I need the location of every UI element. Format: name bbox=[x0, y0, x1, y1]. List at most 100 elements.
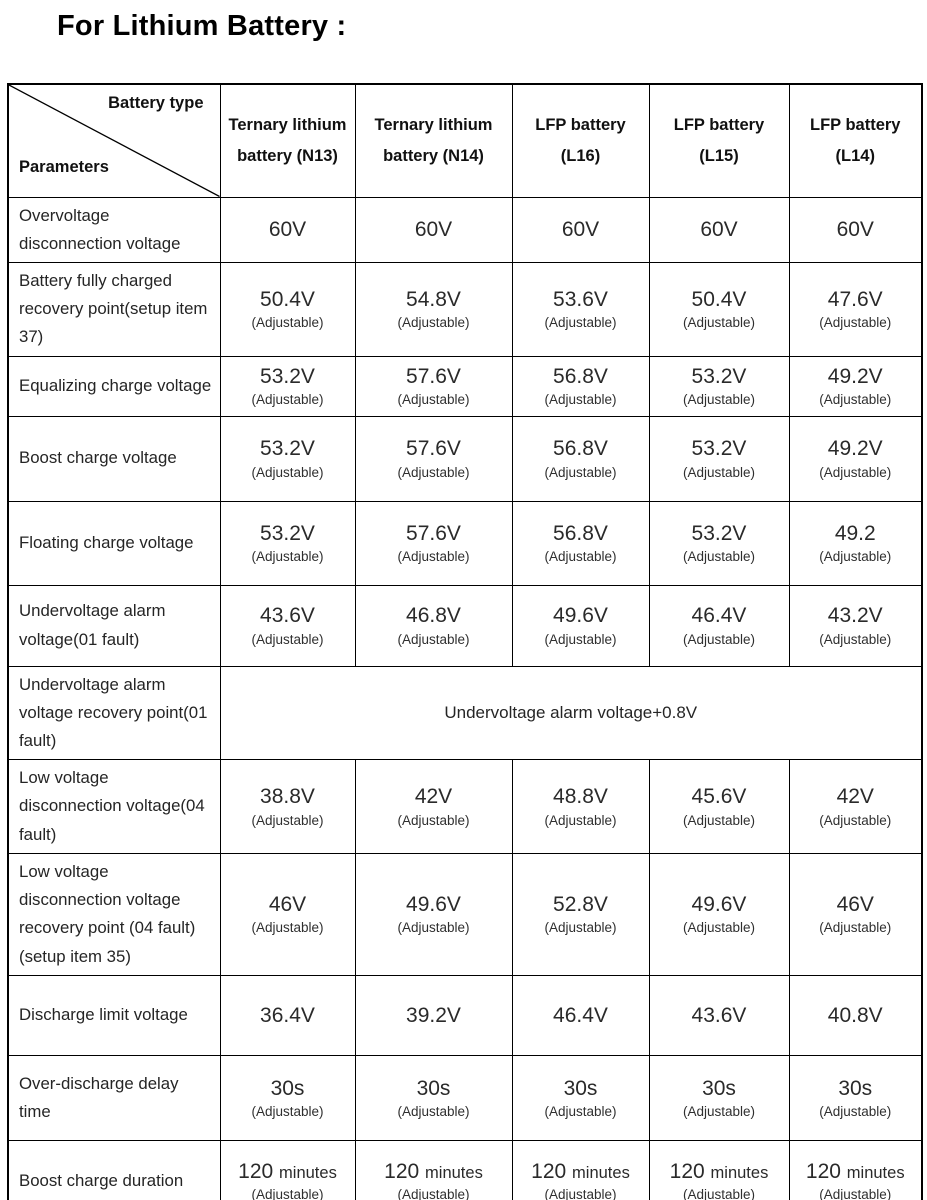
value-cell: 52.8V (Adjustable) bbox=[511, 852, 650, 976]
value-line: 53.2V bbox=[225, 520, 351, 547]
value-text: 43.6V bbox=[691, 1003, 747, 1027]
table-row: Over-discharge delay time 30s (Adjustable)… bbox=[7, 1054, 923, 1141]
corner-header-cell: Battery type Parameters bbox=[7, 83, 221, 198]
value-cell: 46.4V bbox=[511, 974, 650, 1056]
value-cell: 43.2V (Adjustable) bbox=[788, 584, 923, 667]
adjustable-note: (Adjustable) bbox=[397, 1103, 470, 1119]
value-line: 49.6V bbox=[517, 602, 645, 629]
adjustable-note: (Adjustable) bbox=[251, 464, 324, 480]
value-text: 49.6V bbox=[553, 604, 608, 628]
value-text: 30s bbox=[702, 1076, 736, 1100]
table-row: Boost charge voltage 53.2V (Adjustable) 57.… bbox=[7, 415, 923, 502]
value-line: 60V bbox=[360, 216, 508, 243]
value-cell: 120 minutes (Adjustable) bbox=[788, 1139, 923, 1200]
battery-parameters-table: Battery type Parameters Ternary lithium … bbox=[7, 83, 923, 1200]
value-cell: 46V (Adjustable) bbox=[788, 852, 923, 976]
value-cell: 60V bbox=[354, 196, 513, 263]
parameter-name-cell: Boost charge voltage bbox=[7, 415, 221, 502]
adjustable-note: (Adjustable) bbox=[819, 464, 892, 480]
adjustable-note: (Adjustable) bbox=[251, 392, 324, 408]
page: For Lithium Battery : Battery type Param… bbox=[0, 10, 927, 1200]
value-cell: 53.6V (Adjustable) bbox=[511, 261, 650, 357]
value-cell: 120 minutes (Adjustable) bbox=[511, 1139, 650, 1200]
adjustable-note: (Adjustable) bbox=[544, 392, 617, 408]
parameter-name-cell: Battery fully charged recovery point(set… bbox=[7, 261, 221, 357]
adjustable-note: (Adjustable) bbox=[682, 392, 756, 408]
value-text: 56.8V bbox=[553, 364, 608, 388]
value-line: 47.6V bbox=[794, 286, 918, 313]
value-text: 46.4V bbox=[553, 1003, 608, 1027]
value-line: 60V bbox=[517, 216, 645, 243]
value-line: 46.4V bbox=[517, 1002, 645, 1029]
adjustable-note: (Adjustable) bbox=[251, 920, 324, 936]
value-text: 120 bbox=[805, 1159, 841, 1183]
value-line: 53.2V bbox=[654, 435, 785, 462]
adjustable-note: (Adjustable) bbox=[251, 1187, 324, 1200]
value-line: 120 minutes bbox=[794, 1158, 918, 1185]
value-line: 60V bbox=[225, 216, 351, 243]
column-header-4: LFP battery (L15) bbox=[648, 83, 790, 198]
table-row: Low voltage disconnection voltage(04 fau… bbox=[7, 759, 923, 854]
value-cell: 39.2V bbox=[354, 974, 513, 1056]
value-unit: minutes bbox=[279, 1163, 337, 1182]
value-line: 49.2 bbox=[794, 520, 918, 547]
adjustable-note: (Adjustable) bbox=[397, 631, 470, 647]
value-cell: 49.2 (Adjustable) bbox=[788, 500, 923, 586]
value-text: 46.8V bbox=[406, 604, 461, 628]
adjustable-note: (Adjustable) bbox=[544, 549, 617, 565]
value-cell: 43.6V bbox=[648, 974, 790, 1056]
value-line: 30s bbox=[360, 1075, 508, 1102]
adjustable-note: (Adjustable) bbox=[682, 464, 756, 480]
value-text: 46V bbox=[836, 893, 874, 917]
value-text: 56.8V bbox=[553, 437, 608, 461]
value-text: 53.2V bbox=[260, 437, 315, 461]
adjustable-note: (Adjustable) bbox=[251, 812, 324, 828]
value-text: 120 bbox=[669, 1159, 705, 1183]
value-line: 43.6V bbox=[654, 1002, 785, 1029]
value-text: 60V bbox=[414, 218, 453, 242]
adjustable-note: (Adjustable) bbox=[397, 812, 470, 828]
value-line: 57.6V bbox=[360, 435, 508, 462]
table-row: Battery fully charged recovery point(set… bbox=[7, 261, 923, 357]
adjustable-note: (Adjustable) bbox=[544, 464, 617, 480]
value-line: 43.6V bbox=[225, 602, 351, 629]
value-cell: 46.4V (Adjustable) bbox=[648, 584, 790, 667]
value-text: 50.4V bbox=[691, 288, 747, 311]
value-text: 42V bbox=[836, 785, 874, 809]
value-line: 50.4V bbox=[654, 286, 785, 313]
value-cell: 47.6V (Adjustable) bbox=[788, 261, 923, 357]
adjustable-note: (Adjustable) bbox=[544, 631, 617, 647]
adjustable-note: (Adjustable) bbox=[819, 315, 892, 331]
value-line: 42V bbox=[794, 783, 918, 810]
value-line: 39.2V bbox=[360, 1002, 508, 1029]
value-text: 49.6V bbox=[691, 893, 747, 917]
value-cell: 53.2V (Adjustable) bbox=[219, 415, 356, 502]
value-cell: 43.6V (Adjustable) bbox=[219, 584, 356, 667]
value-cell: 30s (Adjustable) bbox=[354, 1054, 513, 1141]
adjustable-note: (Adjustable) bbox=[251, 315, 324, 331]
value-line: 56.8V bbox=[517, 435, 645, 462]
value-line: 53.2V bbox=[225, 435, 351, 462]
value-line: 46.4V bbox=[654, 602, 785, 629]
value-line: 42V bbox=[360, 783, 508, 810]
value-text: 49.6V bbox=[406, 893, 461, 917]
value-line: 40.8V bbox=[794, 1002, 918, 1029]
value-cell: 48.8V (Adjustable) bbox=[511, 759, 650, 854]
value-text: 53.2V bbox=[260, 364, 315, 388]
header-row: Battery type Parameters Ternary lithium … bbox=[7, 83, 923, 198]
value-line: 56.8V bbox=[517, 520, 645, 547]
value-text: 39.2V bbox=[406, 1003, 461, 1027]
value-text: 46.4V bbox=[691, 604, 747, 628]
value-cell: 50.4V (Adjustable) bbox=[648, 261, 790, 357]
value-text: 43.6V bbox=[260, 604, 315, 628]
adjustable-note: (Adjustable) bbox=[397, 315, 470, 331]
value-cell: 30s (Adjustable) bbox=[648, 1054, 790, 1141]
value-text: 30s bbox=[416, 1076, 451, 1100]
value-line: 60V bbox=[794, 216, 918, 243]
value-text: 43.2V bbox=[827, 604, 883, 628]
value-cell: 53.2V (Adjustable) bbox=[648, 415, 790, 502]
value-text: 49.2V bbox=[827, 437, 883, 461]
value-line: 60V bbox=[654, 216, 785, 243]
table-body: Overvoltage disconnection voltage 60V 60V 6… bbox=[7, 196, 923, 1200]
value-text: 53.2V bbox=[691, 364, 747, 388]
